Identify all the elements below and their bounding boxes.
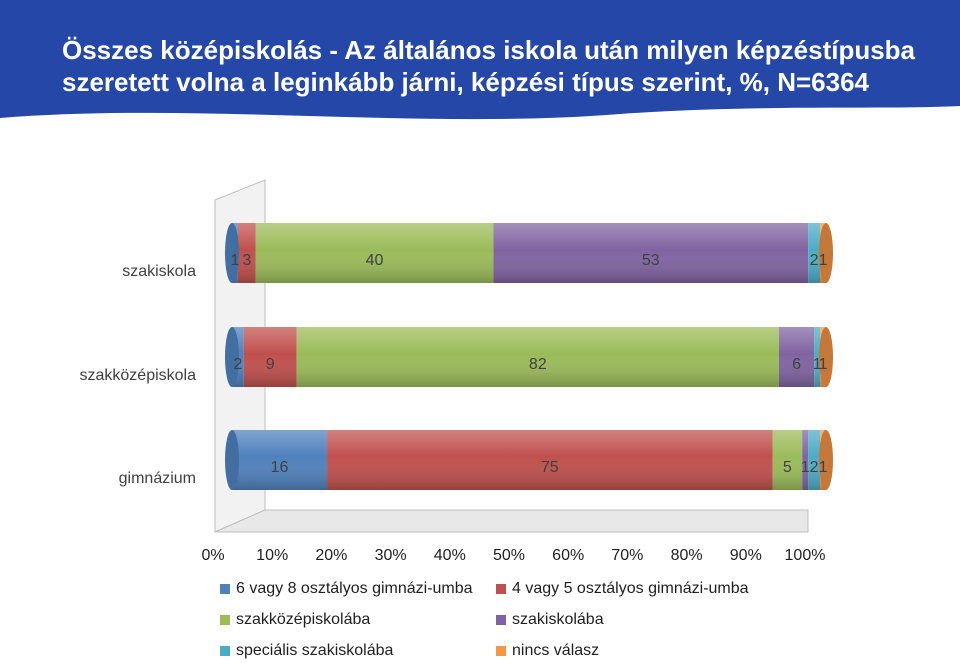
bar-left-cap [225,327,239,387]
x-tick-label: 80% [671,547,703,564]
bar-segment-shading [296,327,779,387]
bar-segment-shading [243,327,297,387]
category-label: szakiskola [122,263,196,280]
category-label: szakközépiskola [80,367,197,384]
legend-label: speciális szakiskolába [236,642,394,659]
bar-segment-shading [802,430,809,490]
data-label: 2 [233,356,242,373]
data-label: 40 [366,252,384,269]
data-label: 2 [810,459,819,476]
bar-segment-shading [814,327,821,387]
bar-segment-shading [493,223,809,283]
data-label: 9 [266,356,275,373]
chart-title: Összes középiskolás - Az általános iskol… [62,35,916,97]
data-label: 5 [783,459,792,476]
x-tick-label: 60% [552,547,584,564]
legend-item: szakiskolába [496,609,796,631]
x-tick-label: 50% [493,547,525,564]
banner-wave [0,106,960,128]
x-tick-label: 10% [256,547,288,564]
legend-label: nincs válasz [512,642,600,659]
legend-item: nincs válasz [496,640,796,662]
legend-item: speciális szakiskolába [220,640,486,662]
x-tick-label: 0% [201,547,224,564]
bar-right-cap [819,430,833,490]
x-tick-label: 90% [730,547,762,564]
bar-segment-shading [778,327,815,387]
data-label: 1 [813,356,822,373]
legend-label: szakközépiskolába [236,611,371,628]
x-tick-label: 70% [611,547,643,564]
data-label: 75 [541,459,559,476]
bar-right-cap [819,223,833,283]
x-tick-label: 40% [434,547,466,564]
bar-segment-shading [808,430,821,490]
bar-layer [225,223,833,490]
data-label: 1 [231,252,240,269]
data-label: 3 [242,252,251,269]
data-label: 1 [819,459,828,476]
legend-swatch [496,584,506,594]
legend-swatch [496,615,506,625]
data-label: 1 [819,356,828,373]
legend-item: 4 vagy 5 osztályos gimnázi-umba [496,578,796,600]
data-label: 1 [819,252,828,269]
bar-segment-shading [327,430,773,490]
bar-segment-shading [808,223,821,283]
legend-item: 6 vagy 8 osztályos gimnázi-umba [220,578,486,600]
data-label: 16 [271,459,289,476]
bar-segment-shading [255,223,494,283]
x-tick-label: 20% [315,547,347,564]
data-label: 1 [801,459,810,476]
bar-right-cap [819,327,833,387]
title-banner: Összes középiskolás - Az általános iskol… [0,0,960,128]
x-axis-ticks: 0% 10% 20% 30% 40% 50% 60% 70% 80% 90% 100% [201,547,825,564]
category-labels: szakiskola szakközépiskola gimnázium [80,263,197,487]
data-label: 6 [792,356,801,373]
data-label: 2 [810,252,819,269]
bar-left-cap [225,223,239,283]
legend-item: szakközépiskolába [220,609,486,631]
x-tick-label: 30% [375,547,407,564]
legend: 6 vagy 8 osztályos gimnázi-umba 4 vagy 5 … [220,578,840,662]
legend-swatch [220,615,230,625]
legend-label: 4 vagy 5 osztályos gimnázi-umba [512,580,749,597]
bar-segment-shading [237,223,256,283]
legend-swatch [220,646,230,656]
legend-swatch [496,646,506,656]
bar-segment-shading [232,430,328,490]
x-tick-label: 100% [785,547,826,564]
legend-swatch [220,584,230,594]
legend-label: szakiskolába [512,611,604,628]
bar-segment-shading [772,430,803,490]
bar-left-cap [225,430,239,490]
legend-label: 6 vagy 8 osztályos gimnázi-umba [236,580,473,597]
data-label: 53 [642,252,660,269]
category-label: gimnázium [119,470,196,487]
data-label: 82 [529,356,547,373]
